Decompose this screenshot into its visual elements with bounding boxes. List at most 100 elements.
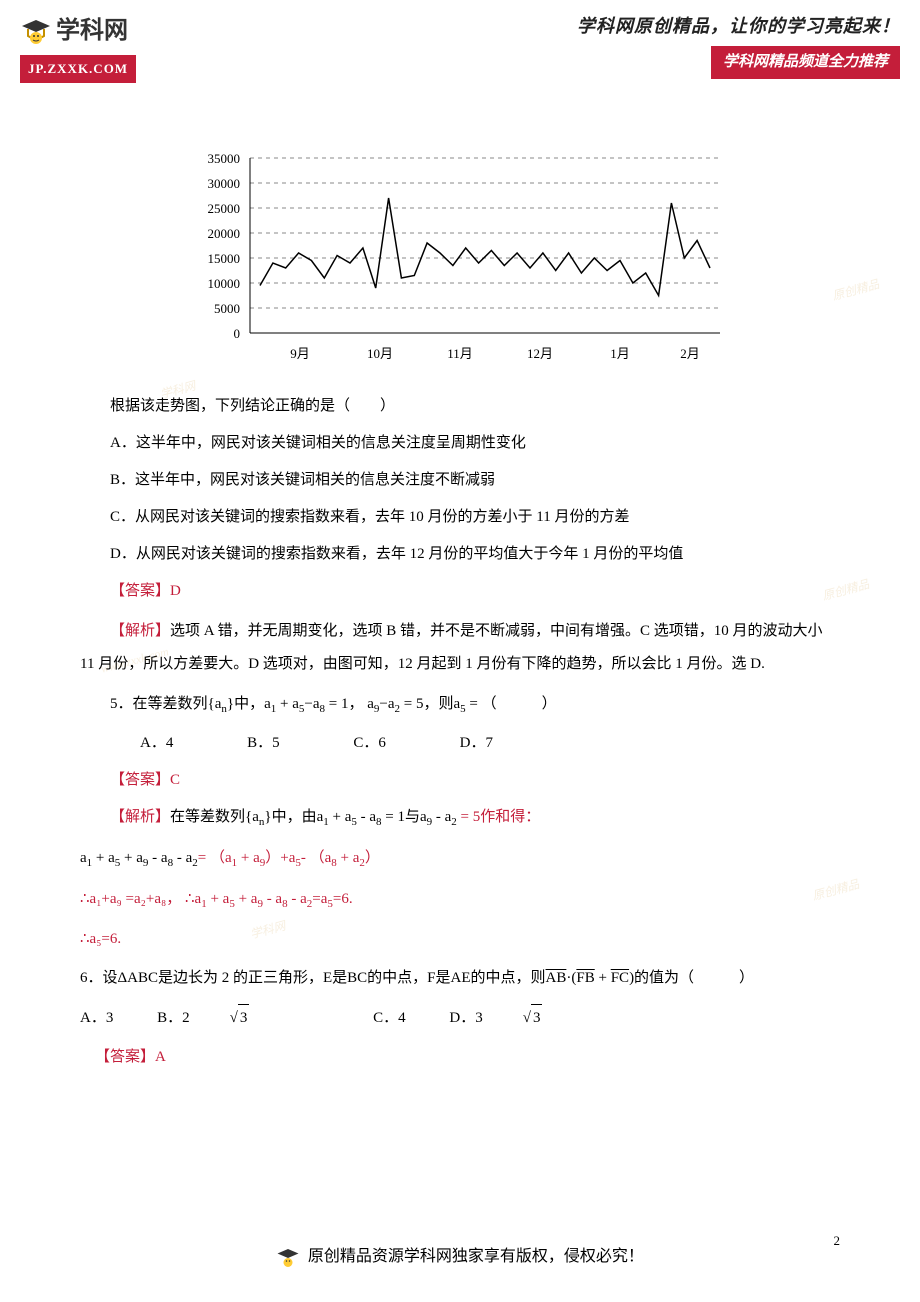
l2-4: - a: [148, 850, 167, 866]
chart-svg: 0 5000 10000 15000 20000 25000 30000 350…: [180, 113, 740, 373]
q6-opt-b: B．2 3: [157, 1004, 329, 1032]
l2-3: + a: [120, 850, 143, 866]
ytick-3: 15000: [208, 251, 241, 266]
ytick-6: 30000: [208, 176, 241, 191]
l2-6: = （a: [198, 850, 232, 866]
q5-answer: 【答案】C: [80, 767, 840, 794]
q5-opt-d: D．7: [430, 730, 493, 757]
l2-2: + a: [92, 850, 115, 866]
l3e: - a: [263, 891, 282, 907]
xlabel-4: 1月: [610, 346, 630, 361]
q5-line4: ∴a₅=6.: [80, 926, 840, 953]
graduation-cap-icon: [20, 16, 52, 48]
slogan-top: 学科网原创精品，让你的学习亮起来！: [570, 10, 900, 42]
q4-opt-c: C．从网民对该关键词的搜索指数来看，去年 10 月份的方差小于 11 月份的方差: [80, 504, 840, 531]
ytick-4: 20000: [208, 226, 241, 241]
ytick-7: 35000: [208, 151, 241, 166]
e1c: + a: [329, 809, 352, 825]
ytick-1: 5000: [214, 301, 240, 316]
l3h: =6.: [333, 891, 353, 907]
logo-top-row: 学科网: [20, 10, 180, 53]
ytick-5: 25000: [208, 201, 241, 216]
page-footer: 原创精品资源学科网独家享有版权，侵权必究！: [0, 1243, 920, 1272]
l3g: =a: [312, 891, 327, 907]
footer-text: 原创精品资源学科网独家享有版权，侵权必究！: [308, 1248, 644, 1265]
l2-8: ）+a: [265, 850, 295, 866]
page-content: 0 5000 10000 15000 20000 25000 30000 350…: [0, 83, 920, 1071]
ytick-0: 0: [234, 326, 241, 341]
q6-stem: 6．设ΔABC是边长为 2 的正三角形，E是BC的中点，F是AE的中点，则AB·…: [80, 965, 840, 992]
l2-9: - （a: [301, 850, 331, 866]
l3b: ∴a: [185, 891, 201, 907]
line-chart: 0 5000 10000 15000 20000 25000 30000 350…: [180, 113, 740, 373]
q5-s6: −a: [379, 696, 394, 712]
q5-opt-a: A．4: [110, 730, 173, 757]
q6-num: 6．: [80, 970, 103, 986]
q5-opt-c: C．6: [323, 730, 386, 757]
q5-options: A．4 B．5 C．6 D．7: [80, 730, 840, 757]
answer-label: 【答案】: [95, 1049, 155, 1065]
answer-value: A: [155, 1049, 166, 1065]
q5-expl-1: 【解析】在等差数列{an}中，由a1 + a5 - a8 = 1与a9 - a2…: [80, 804, 840, 833]
q6d-pre: D．3: [449, 1005, 482, 1032]
q5-s1: 在等差数列{a: [133, 696, 222, 712]
q5-stem: 5．在等差数列{an}中，a1 + a5−a8 = 1， a9−a2 = 5，则…: [80, 691, 840, 720]
l2-1: a: [80, 850, 87, 866]
q4-stem: 根据该走势图，下列结论正确的是（ ）: [80, 393, 840, 420]
logo-cn-text: 学科网: [56, 10, 128, 53]
q6-text: 设ΔABC是边长为 2 的正三角形，E是BC的中点，F是AE的中点，则AB·(F…: [103, 970, 755, 986]
q4-explanation: 【解析】选项 A 错，并无周期变化，选项 B 错，并不是不断减弱，中间有增强。C…: [80, 615, 840, 681]
expl-label: 【解析】: [110, 623, 170, 639]
q5-num: 5．: [110, 696, 133, 712]
q6-opt-a: A．3: [80, 1005, 113, 1032]
chart-data-line: [260, 198, 710, 296]
q6-opt-d: D．3 3: [449, 1004, 622, 1032]
ytick-2: 10000: [208, 276, 241, 291]
xlabel-1: 10月: [367, 346, 393, 361]
xlabel-5: 2月: [680, 346, 700, 361]
expl-label: 【解析】: [110, 809, 170, 825]
xlabel-3: 12月: [527, 346, 553, 361]
q5-line2: a1 + a5 + a9 - a8 - a2= （a1 + a9）+a5- （a…: [80, 845, 840, 874]
answer-value: C: [170, 772, 180, 788]
xlabel-0: 9月: [290, 346, 310, 361]
l2-10: + a: [337, 850, 360, 866]
answer-label: 【答案】: [110, 772, 170, 788]
q4-opt-d: D．从网民对该关键词的搜索指数来看，去年 12 月份的平均值大于今年 1 月份的…: [80, 541, 840, 568]
q5-s7: = 5，则a: [400, 696, 460, 712]
q6b-pre: B．2: [157, 1005, 190, 1032]
q6d-sqrt: 3: [531, 1004, 543, 1032]
q5-s5: = 1， a: [325, 696, 374, 712]
l3c: + a: [207, 891, 230, 907]
e1e: = 1与a: [382, 809, 427, 825]
q6b-sqrt: 3: [238, 1004, 250, 1032]
q6-answer: 【答案】A: [80, 1044, 840, 1071]
slogan-banner: 学科网精品频道全力推荐: [711, 46, 900, 79]
answer-label: 【答案】: [110, 583, 170, 599]
q4-opt-a: A．这半年中，网民对该关键词相关的信息关注度呈周期性变化: [80, 430, 840, 457]
q5-s8: = （ ）: [466, 696, 557, 712]
e1g: = 5作和得：: [457, 809, 540, 825]
e1a: 在等差数列{a: [170, 809, 259, 825]
l3f: - a: [288, 891, 307, 907]
q6-opt-c: C．4: [373, 1005, 406, 1032]
q5-s2: }中，a: [227, 696, 271, 712]
answer-value: D: [170, 583, 181, 599]
q4-opt-b: B．这半年中，网民对该关键词相关的信息关注度不断减弱: [80, 467, 840, 494]
e1d: - a: [357, 809, 376, 825]
q5-s4: −a: [304, 696, 319, 712]
logo-left: 学科网 JP.ZXXK.COM: [20, 10, 180, 83]
q6-options: A．3 B．2 3 C．4 D．3 3: [80, 1004, 840, 1032]
page-header: 学科网 JP.ZXXK.COM 学科网原创精品，让你的学习亮起来！ 学科网精品频…: [0, 0, 920, 83]
graduation-cap-icon: [276, 1246, 300, 1270]
logo-right: 学科网原创精品，让你的学习亮起来！ 学科网精品频道全力推荐: [570, 10, 900, 79]
q4-answer: 【答案】D: [80, 578, 840, 605]
q5-line3: ∴a₁+a₉ =a₂+a₈， ∴a1 + a5 + a9 - a8 - a2=a…: [80, 886, 840, 915]
q5-opt-b: B．5: [217, 730, 280, 757]
e1f: - a: [432, 809, 451, 825]
l2-11: ）: [365, 850, 380, 866]
xlabel-2: 11月: [447, 346, 473, 361]
l2-5: - a: [173, 850, 192, 866]
q5-s3: + a: [276, 696, 299, 712]
l3a: ∴a₁+a₉ =a₂+a₈，: [80, 891, 181, 907]
